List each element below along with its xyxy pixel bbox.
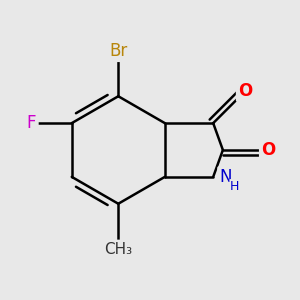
Text: N: N (219, 168, 231, 186)
Text: CH₃: CH₃ (104, 242, 132, 257)
Text: F: F (27, 114, 36, 132)
Text: O: O (261, 141, 276, 159)
Text: H: H (230, 180, 239, 193)
Text: Br: Br (109, 42, 128, 60)
Text: O: O (238, 82, 253, 100)
